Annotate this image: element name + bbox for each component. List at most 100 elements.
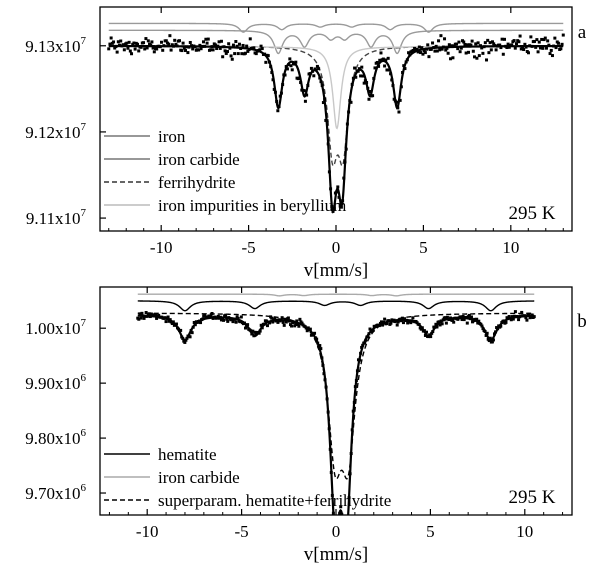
data-point bbox=[243, 51, 247, 55]
data-point bbox=[337, 517, 340, 520]
data-point bbox=[286, 316, 290, 320]
data-point bbox=[474, 42, 478, 46]
data-point bbox=[538, 46, 542, 50]
x-tick-label: 5 bbox=[426, 522, 435, 541]
data-point bbox=[546, 39, 550, 43]
data-point bbox=[305, 329, 309, 333]
data-point bbox=[361, 74, 365, 78]
data-point bbox=[380, 320, 384, 324]
data-point bbox=[266, 54, 270, 58]
fit-curve bbox=[137, 314, 535, 515]
data-point bbox=[108, 42, 112, 46]
data-point bbox=[486, 38, 490, 42]
data-point bbox=[154, 313, 158, 317]
data-point bbox=[507, 315, 511, 319]
plot-area bbox=[136, 293, 536, 520]
data-point bbox=[155, 47, 159, 51]
data-point bbox=[201, 40, 205, 44]
data-point bbox=[544, 46, 548, 50]
data-point bbox=[549, 48, 553, 52]
data-point bbox=[476, 41, 480, 45]
x-axis-label: v[mm/s] bbox=[304, 260, 368, 281]
data-point bbox=[285, 67, 289, 71]
data-point bbox=[535, 38, 539, 42]
data-point bbox=[357, 67, 361, 71]
data-point bbox=[433, 49, 437, 53]
data-point bbox=[439, 34, 443, 38]
data-point bbox=[426, 43, 430, 47]
component-curve-superparam-hematite-ferrihydrite bbox=[137, 312, 535, 480]
data-point bbox=[161, 48, 165, 52]
data-point bbox=[378, 58, 382, 62]
chart-panel-a: -10 -5 0 5 10 9.13x107 9.12x107 9.11x107 v[mm/s]… bbox=[25, 6, 587, 281]
data-point bbox=[230, 57, 234, 61]
data-point bbox=[143, 47, 147, 51]
data-point bbox=[180, 49, 184, 53]
data-point bbox=[248, 37, 252, 41]
data-point bbox=[164, 320, 168, 324]
data-point bbox=[526, 51, 530, 55]
data-point bbox=[512, 39, 516, 43]
x-tick-label: 5 bbox=[419, 238, 428, 257]
data-point bbox=[295, 319, 299, 323]
data-point bbox=[226, 319, 230, 323]
data-point bbox=[246, 49, 250, 53]
data-point bbox=[282, 323, 286, 327]
data-point bbox=[383, 64, 387, 68]
data-point bbox=[126, 46, 130, 50]
component-curve-hematite bbox=[137, 300, 535, 312]
data-point bbox=[298, 317, 302, 321]
data-point bbox=[164, 39, 168, 43]
data-point bbox=[534, 45, 538, 49]
data-point bbox=[122, 48, 126, 52]
data-point bbox=[167, 42, 171, 46]
data-point bbox=[431, 41, 435, 45]
data-point bbox=[443, 316, 447, 320]
data-point bbox=[473, 55, 477, 59]
data-point bbox=[458, 50, 462, 54]
data-point bbox=[188, 40, 192, 44]
data-point bbox=[464, 51, 468, 55]
data-point bbox=[142, 316, 146, 320]
data-point bbox=[429, 335, 433, 339]
data-point bbox=[510, 43, 514, 47]
data-point bbox=[449, 57, 453, 61]
temperature-annotation: 295 K bbox=[509, 487, 556, 508]
x-tick-label: 0 bbox=[332, 522, 341, 541]
data-point bbox=[385, 68, 389, 72]
data-point bbox=[429, 47, 433, 51]
data-point bbox=[367, 97, 371, 101]
x-axis-label: v[mm/s] bbox=[304, 544, 368, 565]
data-point bbox=[381, 323, 385, 327]
data-point bbox=[517, 318, 521, 322]
data-point bbox=[465, 43, 469, 47]
data-point bbox=[186, 51, 190, 55]
data-point bbox=[127, 40, 131, 44]
data-point bbox=[294, 60, 298, 64]
chart-panel-b: -10 -5 0 5 10 1.00x107 9.90x106 9.80x106 9.70x10… bbox=[25, 286, 587, 565]
data-point bbox=[231, 43, 235, 47]
data-point bbox=[463, 42, 467, 46]
data-point bbox=[554, 46, 558, 50]
data-point bbox=[237, 42, 241, 46]
data-point bbox=[130, 52, 134, 56]
data-point bbox=[238, 320, 242, 324]
data-point bbox=[485, 58, 489, 62]
data-point bbox=[138, 312, 142, 316]
data-point bbox=[435, 49, 439, 53]
data-point bbox=[423, 333, 427, 337]
data-point bbox=[481, 51, 485, 55]
data-point bbox=[290, 68, 294, 72]
data-point bbox=[513, 310, 517, 314]
data-point bbox=[231, 320, 235, 324]
data-point bbox=[411, 316, 415, 320]
data-point bbox=[527, 312, 531, 316]
data-point bbox=[289, 64, 293, 68]
data-point bbox=[254, 52, 258, 56]
data-point bbox=[199, 47, 203, 51]
data-point bbox=[416, 50, 420, 54]
data-point bbox=[417, 45, 421, 49]
data-point bbox=[511, 317, 515, 321]
data-point bbox=[415, 47, 419, 51]
